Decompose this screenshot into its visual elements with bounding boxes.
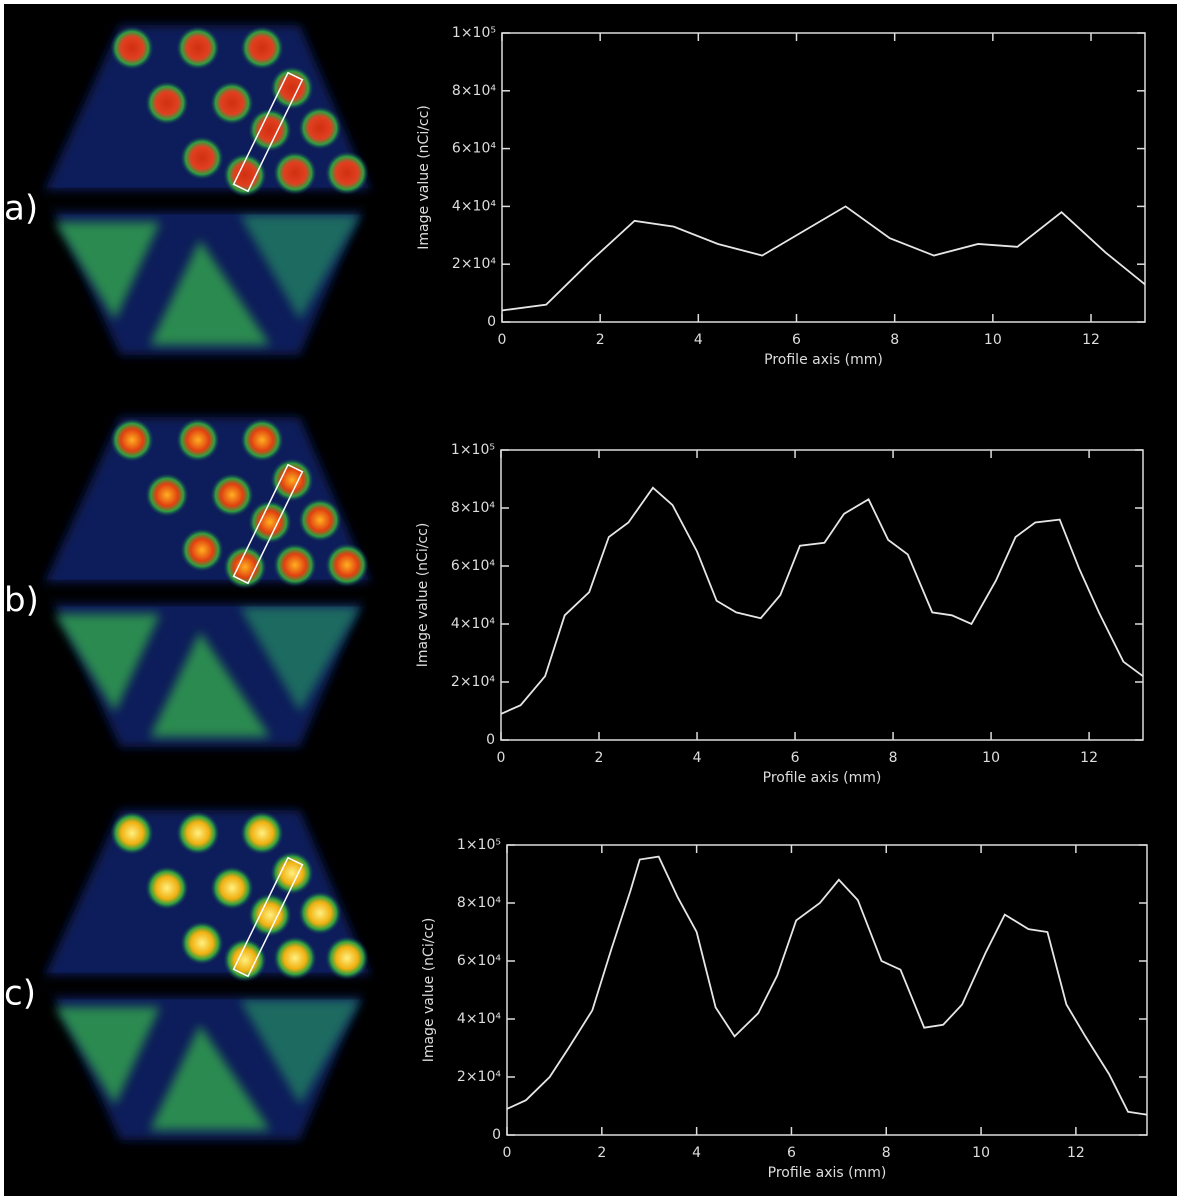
phantom-gap [40, 975, 380, 997]
hot-spot [270, 851, 314, 895]
x-axis-label: Profile axis (mm) [764, 352, 883, 368]
hot-spot [180, 528, 224, 572]
hot-spot [325, 543, 369, 587]
x-axis-label: Profile axis (mm) [763, 770, 882, 786]
hot-spot [110, 418, 154, 462]
hot-spot [325, 151, 369, 195]
y-tick-label: 1×10⁵ [452, 25, 496, 41]
x-tick-label: 12 [1067, 1145, 1085, 1161]
hot-spot [273, 543, 317, 587]
y-tick-label: 1×10⁵ [451, 442, 495, 458]
hot-spot [325, 936, 369, 980]
x-tick-label: 6 [791, 750, 800, 766]
panel-label: b) [4, 581, 39, 621]
y-axis-label: Image value (nCi/cc) [421, 918, 437, 1063]
x-tick-label: 10 [984, 332, 1002, 348]
x-tick-label: 2 [596, 332, 605, 348]
y-axis-label: Image value (nCi/cc) [416, 105, 432, 250]
y-tick-label: 2×10⁴ [457, 1069, 501, 1085]
hot-spot [176, 418, 220, 462]
hot-spot [270, 458, 314, 502]
x-tick-label: 8 [890, 332, 899, 348]
y-tick-label: 0 [492, 1127, 501, 1143]
y-tick-label: 0 [486, 732, 495, 748]
y-tick-label: 6×10⁴ [457, 953, 501, 969]
hot-spot [210, 866, 254, 910]
y-axis-label: Image value (nCi/cc) [415, 523, 431, 668]
hot-spot [210, 81, 254, 125]
x-tick-label: 4 [694, 332, 703, 348]
x-tick-label: 6 [792, 332, 801, 348]
x-tick-label: 10 [982, 750, 1000, 766]
y-tick-label: 8×10⁴ [457, 895, 501, 911]
y-tick-label: 6×10⁴ [452, 141, 496, 157]
hot-spot [240, 811, 284, 855]
hot-spot [298, 106, 342, 150]
x-tick-label: 2 [595, 750, 604, 766]
hot-spot [176, 26, 220, 70]
hot-spot [145, 473, 189, 517]
hot-spot [298, 891, 342, 935]
x-axis-label: Profile axis (mm) [768, 1165, 887, 1181]
y-tick-label: 2×10⁴ [452, 256, 496, 272]
hot-spot [180, 136, 224, 180]
hot-spot [270, 66, 314, 110]
y-tick-label: 4×10⁴ [452, 198, 496, 214]
hot-spot [145, 81, 189, 125]
hot-spot [110, 811, 154, 855]
x-tick-label: 0 [498, 332, 507, 348]
x-tick-label: 8 [882, 1145, 891, 1161]
panel-label: a) [4, 189, 38, 229]
x-tick-label: 12 [1080, 750, 1098, 766]
y-tick-label: 2×10⁴ [451, 674, 495, 690]
x-tick-label: 12 [1082, 332, 1100, 348]
x-tick-label: 0 [503, 1145, 512, 1161]
hot-spot [273, 936, 317, 980]
hot-spot [240, 26, 284, 70]
hot-spot [145, 866, 189, 910]
x-tick-label: 8 [889, 750, 898, 766]
hot-spot [240, 418, 284, 462]
phantom-gap [40, 582, 380, 604]
y-tick-label: 4×10⁴ [457, 1011, 501, 1027]
x-tick-label: 4 [693, 750, 702, 766]
x-tick-label: 0 [497, 750, 506, 766]
hot-spot [180, 921, 224, 965]
hot-spot [210, 473, 254, 517]
phantom-gap [40, 190, 380, 212]
y-tick-label: 4×10⁴ [451, 616, 495, 632]
x-tick-label: 4 [692, 1145, 701, 1161]
panel-label: c) [4, 974, 36, 1014]
x-tick-label: 10 [972, 1145, 990, 1161]
x-tick-label: 6 [787, 1145, 796, 1161]
y-tick-label: 6×10⁴ [451, 558, 495, 574]
x-tick-label: 2 [597, 1145, 606, 1161]
y-tick-label: 8×10⁴ [451, 500, 495, 516]
figure: a) 0 2×10⁴ 4×10⁴ 6×10⁴ 8×10⁴ 1×10⁵ 0 2 4 6 8 10 12 Pro… [0, 0, 1181, 1200]
y-tick-label: 0 [487, 314, 496, 330]
y-tick-label: 8×10⁴ [452, 83, 496, 99]
y-tick-label: 1×10⁵ [457, 837, 501, 853]
hot-spot [176, 811, 220, 855]
hot-spot [273, 151, 317, 195]
hot-spot [110, 26, 154, 70]
hot-spot [298, 498, 342, 542]
